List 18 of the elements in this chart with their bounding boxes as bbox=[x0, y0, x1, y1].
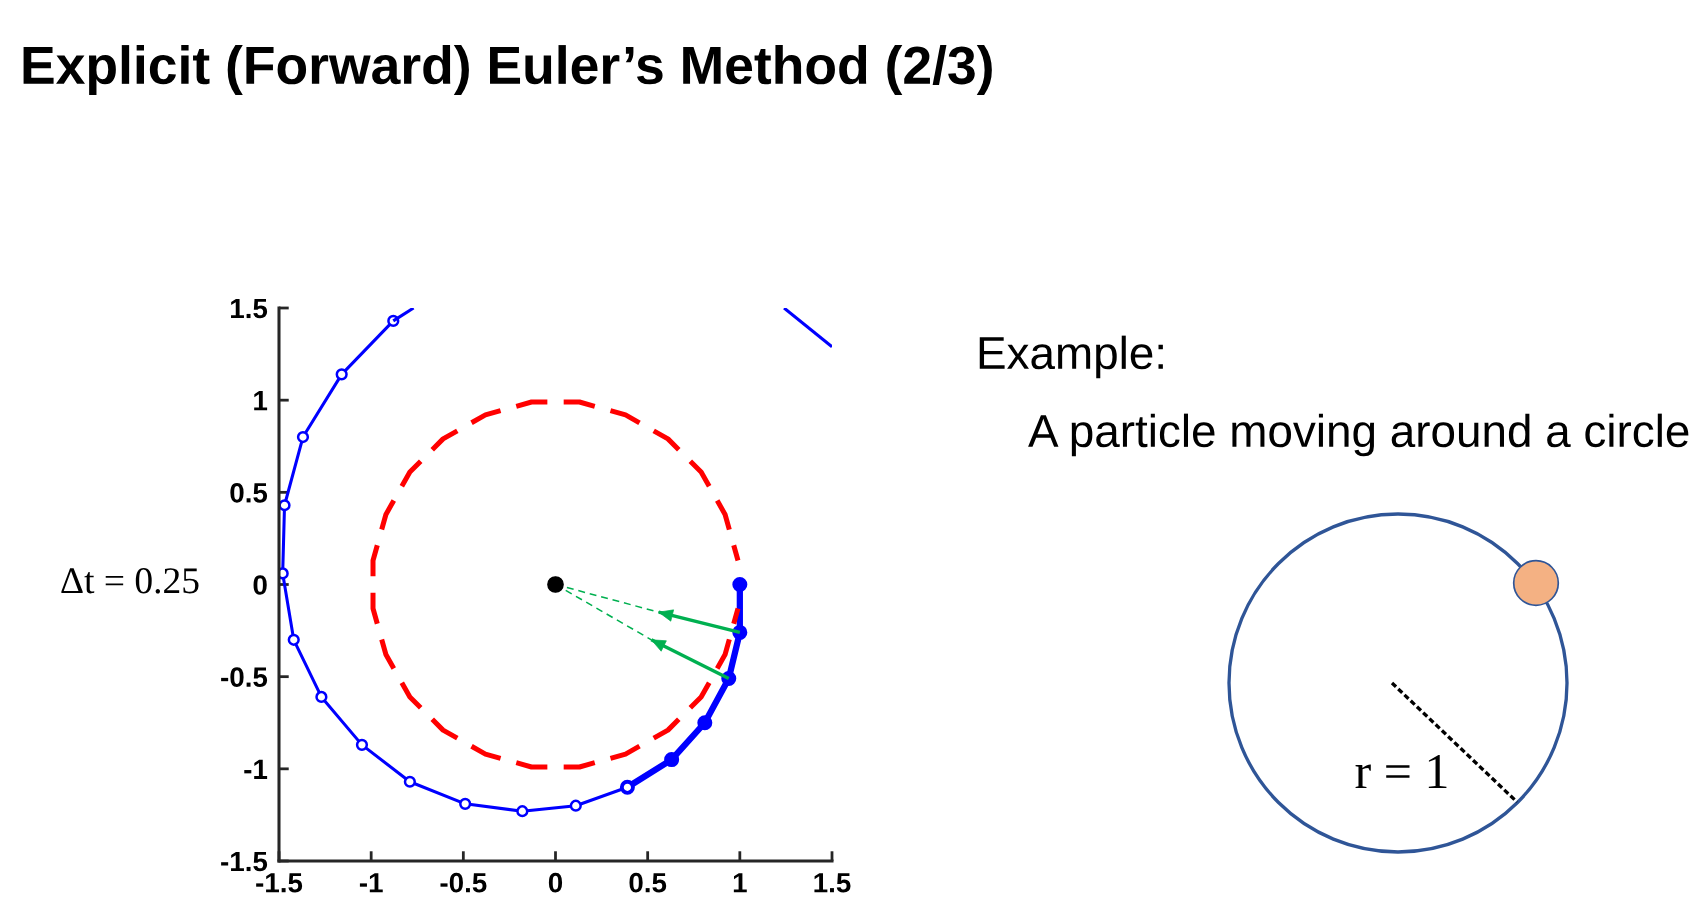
x-tick-label: -0.5 bbox=[440, 872, 487, 893]
text: Δt = 0.25 bbox=[61, 568, 199, 594]
text: r = 1 bbox=[1355, 755, 1447, 789]
y-tick-label: 0.5 bbox=[230, 483, 268, 503]
x-tick-label: 1.5 bbox=[814, 873, 851, 893]
y-tick-label: -1.5 bbox=[221, 851, 268, 872]
x-tick-label: -1 bbox=[359, 873, 383, 893]
y-tick-label: 1.5 bbox=[231, 298, 268, 319]
y-tick-label: -0.5 bbox=[221, 667, 268, 688]
x-tick-label: 0.5 bbox=[629, 872, 667, 893]
text: A particle moving around a circle bbox=[1028, 413, 1689, 457]
y-tick-label: 0 bbox=[253, 575, 267, 595]
y-tick-label: 1 bbox=[254, 391, 268, 411]
x-tick-label: 0 bbox=[548, 872, 563, 893]
chart-title: Explicit (Forward) Euler’s Method (2/3) bbox=[23, 45, 992, 95]
text: Example: bbox=[979, 335, 1163, 379]
x-tick-label: 1 bbox=[733, 873, 747, 893]
y-tick-label: -1 bbox=[244, 759, 268, 779]
